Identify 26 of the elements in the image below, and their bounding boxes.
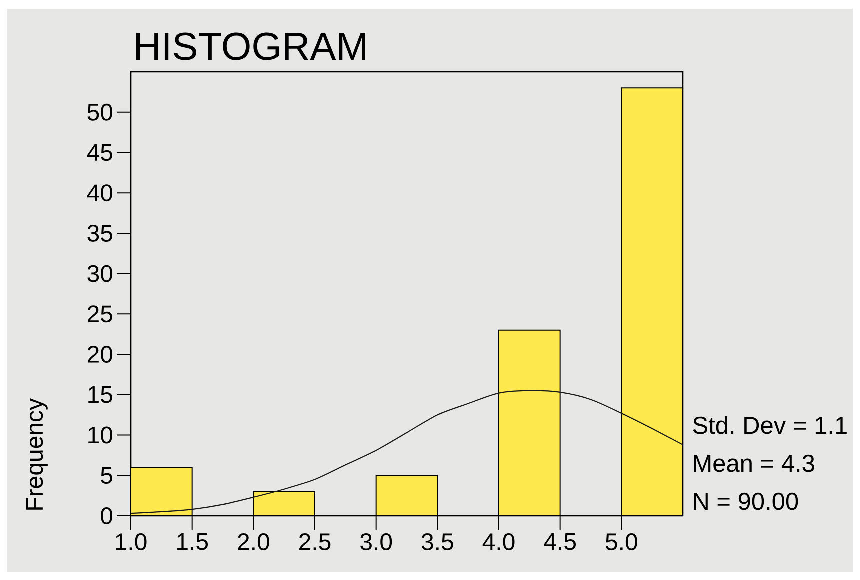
y-axis-title: Frequency [26,398,48,510]
x-tick-label: 5.0 [606,534,638,551]
y-tick-label: 50 [88,104,113,121]
y-tick-label: 25 [88,306,112,323]
line-series [130,390,684,514]
y-tick-label: 10 [88,426,113,444]
x-tick-label: 3.0 [360,534,392,551]
y-tick-label: 15 [88,386,112,404]
text: Mean = 4.3 [694,454,814,472]
x-tick-label: 3.5 [422,534,454,551]
x-tick-label: 4.5 [544,534,576,550]
y-tick-label: 0 [101,508,113,524]
y-tick-label: 30 [88,265,113,282]
y-tick-label: 20 [88,346,113,364]
text: N = 90.00 [694,492,798,510]
text: Std. Dev = 1.1 [693,416,847,434]
y-tick-label: 35 [88,224,112,242]
y-tick-label: 5 [101,467,112,484]
x-tick-label: 2.5 [300,534,331,551]
x-tick-label: 2.0 [238,534,270,551]
x-tick-label: 1.5 [177,534,208,550]
y-tick-label: 45 [87,144,112,162]
x-tick-label: 4.0 [482,534,515,551]
x-tick-label: 1.0 [116,534,147,551]
chart-title: HISTOGRAM [136,32,366,60]
y-tick-label: 40 [87,184,113,202]
